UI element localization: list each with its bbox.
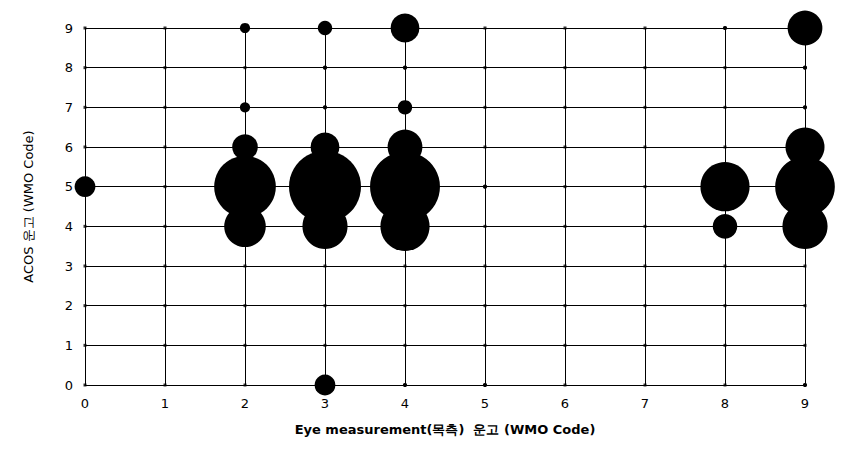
svg-text:ACOS 운고 (WMO Code): ACOS 운고 (WMO Code) bbox=[21, 130, 36, 282]
svg-text:7: 7 bbox=[65, 100, 73, 115]
svg-text:9: 9 bbox=[801, 396, 809, 411]
svg-text:1: 1 bbox=[161, 396, 169, 411]
svg-text:5: 5 bbox=[481, 396, 489, 411]
svg-text:3: 3 bbox=[65, 259, 73, 274]
svg-text:4: 4 bbox=[65, 219, 73, 234]
svg-text:6: 6 bbox=[65, 140, 73, 155]
svg-text:Eye measurement(목측) 운고 (WMO C: Eye measurement(목측) 운고 (WMO Code) bbox=[295, 422, 596, 437]
svg-text:4: 4 bbox=[401, 396, 409, 411]
svg-text:8: 8 bbox=[721, 396, 729, 411]
svg-text:0: 0 bbox=[65, 378, 73, 393]
svg-text:1: 1 bbox=[65, 338, 73, 353]
svg-text:6: 6 bbox=[561, 396, 569, 411]
svg-text:5: 5 bbox=[65, 179, 73, 194]
svg-text:2: 2 bbox=[241, 396, 249, 411]
svg-text:2: 2 bbox=[65, 298, 73, 313]
svg-text:8: 8 bbox=[65, 60, 73, 75]
svg-text:9: 9 bbox=[65, 21, 73, 36]
svg-text:0: 0 bbox=[81, 396, 89, 411]
svg-text:3: 3 bbox=[321, 396, 329, 411]
svg-text:7: 7 bbox=[641, 396, 649, 411]
